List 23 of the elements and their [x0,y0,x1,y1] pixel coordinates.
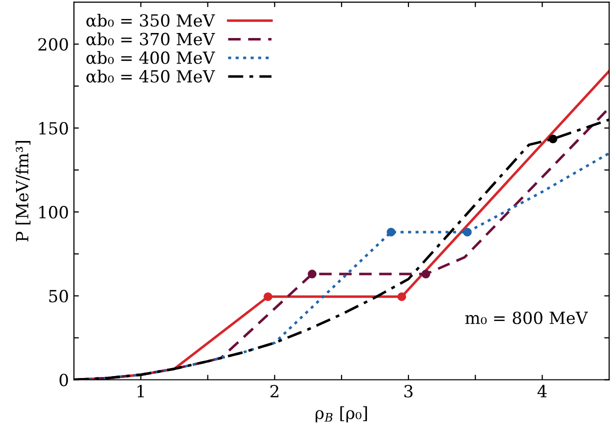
y-tick-label: 50 [49,290,68,302]
annotation: m₀ = 800 MeV [465,312,588,324]
point [462,228,472,236]
y-tick-label: 150 [39,122,68,135]
y-tick-label: 100 [39,206,68,219]
legend-label: αb₀ = 350 MeV [86,14,216,27]
point [308,270,316,278]
point [386,228,396,236]
x-tick-label: 1 [138,384,144,398]
y-axis-title: P [MeV/fm³] [16,141,30,242]
point [264,292,272,302]
point [421,270,430,278]
y-tick-label: 200 [38,38,68,51]
legend-label: αb₀ = 450 MeV [86,70,216,83]
legend-label: αb₀ = 370 MeV [86,32,216,46]
x-tick-label: 3 [404,384,413,398]
point [397,292,406,302]
y-tick-label: 0 [60,374,68,386]
point [548,134,558,144]
x-tick-label: 2 [270,384,278,398]
x-tick-label: 4 [537,384,547,398]
legend-label: αb₀ = 400 MeV [86,51,216,64]
x-axis-title: ρ$_{B}$ [ρ₀] [316,406,367,422]
